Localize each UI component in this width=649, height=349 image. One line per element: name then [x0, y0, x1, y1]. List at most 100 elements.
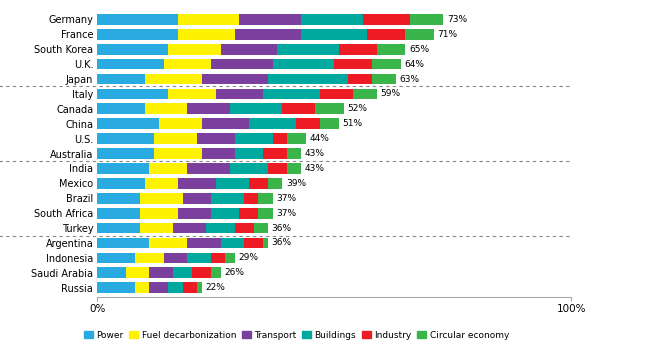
- Bar: [215, 89, 263, 99]
- Text: 43%: 43%: [305, 149, 325, 158]
- Bar: [188, 104, 230, 114]
- Bar: [97, 253, 135, 263]
- Bar: [287, 148, 301, 159]
- Bar: [254, 223, 268, 233]
- Bar: [164, 59, 211, 69]
- Bar: [97, 178, 145, 189]
- Bar: [258, 193, 273, 204]
- Text: 37%: 37%: [276, 194, 297, 203]
- Bar: [192, 267, 211, 278]
- Bar: [211, 59, 273, 69]
- Bar: [211, 267, 221, 278]
- Bar: [244, 238, 263, 248]
- Bar: [197, 133, 235, 144]
- Bar: [135, 253, 164, 263]
- Text: 65%: 65%: [409, 45, 429, 54]
- Bar: [97, 118, 159, 129]
- Bar: [149, 163, 188, 174]
- Legend: Power, Fuel decarbonization, Transport, Buildings, Industry, Circular economy: Power, Fuel decarbonization, Transport, …: [80, 327, 513, 343]
- Bar: [410, 14, 443, 25]
- Bar: [149, 282, 169, 293]
- Text: 63%: 63%: [400, 75, 420, 83]
- Bar: [287, 163, 301, 174]
- Bar: [221, 238, 244, 248]
- Bar: [178, 178, 215, 189]
- Bar: [372, 74, 396, 84]
- Bar: [230, 104, 282, 114]
- Text: 44%: 44%: [310, 134, 330, 143]
- Text: 59%: 59%: [381, 89, 401, 98]
- Bar: [178, 14, 239, 25]
- Bar: [244, 193, 258, 204]
- Bar: [149, 267, 173, 278]
- Bar: [97, 74, 145, 84]
- Bar: [320, 89, 353, 99]
- Text: 51%: 51%: [343, 119, 363, 128]
- Bar: [159, 118, 202, 129]
- Bar: [263, 89, 320, 99]
- Bar: [97, 148, 154, 159]
- Bar: [211, 208, 239, 218]
- Bar: [225, 253, 235, 263]
- Bar: [230, 163, 268, 174]
- Bar: [206, 223, 235, 233]
- Text: 39%: 39%: [286, 179, 306, 188]
- Bar: [97, 44, 169, 54]
- Bar: [135, 282, 149, 293]
- Bar: [235, 223, 254, 233]
- Text: 29%: 29%: [239, 253, 258, 262]
- Bar: [349, 74, 372, 84]
- Bar: [202, 118, 249, 129]
- Bar: [169, 282, 182, 293]
- Text: 26%: 26%: [225, 268, 244, 277]
- Bar: [145, 104, 188, 114]
- Bar: [182, 282, 197, 293]
- Bar: [97, 29, 178, 40]
- Bar: [97, 14, 178, 25]
- Text: 43%: 43%: [305, 164, 325, 173]
- Bar: [301, 14, 363, 25]
- Bar: [178, 29, 235, 40]
- Bar: [297, 118, 320, 129]
- Bar: [97, 267, 126, 278]
- Bar: [277, 44, 339, 54]
- Bar: [169, 44, 221, 54]
- Bar: [154, 133, 197, 144]
- Bar: [363, 14, 410, 25]
- Bar: [235, 133, 273, 144]
- Text: 52%: 52%: [347, 104, 367, 113]
- Bar: [211, 193, 244, 204]
- Bar: [97, 223, 140, 233]
- Bar: [315, 104, 344, 114]
- Bar: [97, 208, 140, 218]
- Bar: [140, 223, 173, 233]
- Bar: [178, 208, 211, 218]
- Bar: [164, 253, 188, 263]
- Bar: [268, 178, 282, 189]
- Bar: [211, 253, 225, 263]
- Bar: [282, 104, 315, 114]
- Bar: [287, 133, 306, 144]
- Bar: [239, 208, 258, 218]
- Bar: [97, 193, 140, 204]
- Bar: [263, 148, 287, 159]
- Bar: [239, 14, 301, 25]
- Bar: [249, 118, 297, 129]
- Text: 64%: 64%: [404, 60, 424, 69]
- Bar: [169, 89, 215, 99]
- Bar: [97, 59, 164, 69]
- Bar: [97, 282, 135, 293]
- Bar: [126, 267, 149, 278]
- Bar: [301, 29, 367, 40]
- Bar: [202, 148, 235, 159]
- Bar: [215, 178, 249, 189]
- Bar: [258, 208, 273, 218]
- Text: 37%: 37%: [276, 209, 297, 218]
- Bar: [197, 282, 202, 293]
- Bar: [140, 208, 178, 218]
- Bar: [145, 178, 178, 189]
- Bar: [249, 178, 268, 189]
- Bar: [188, 163, 230, 174]
- Text: 71%: 71%: [437, 30, 458, 39]
- Bar: [273, 133, 287, 144]
